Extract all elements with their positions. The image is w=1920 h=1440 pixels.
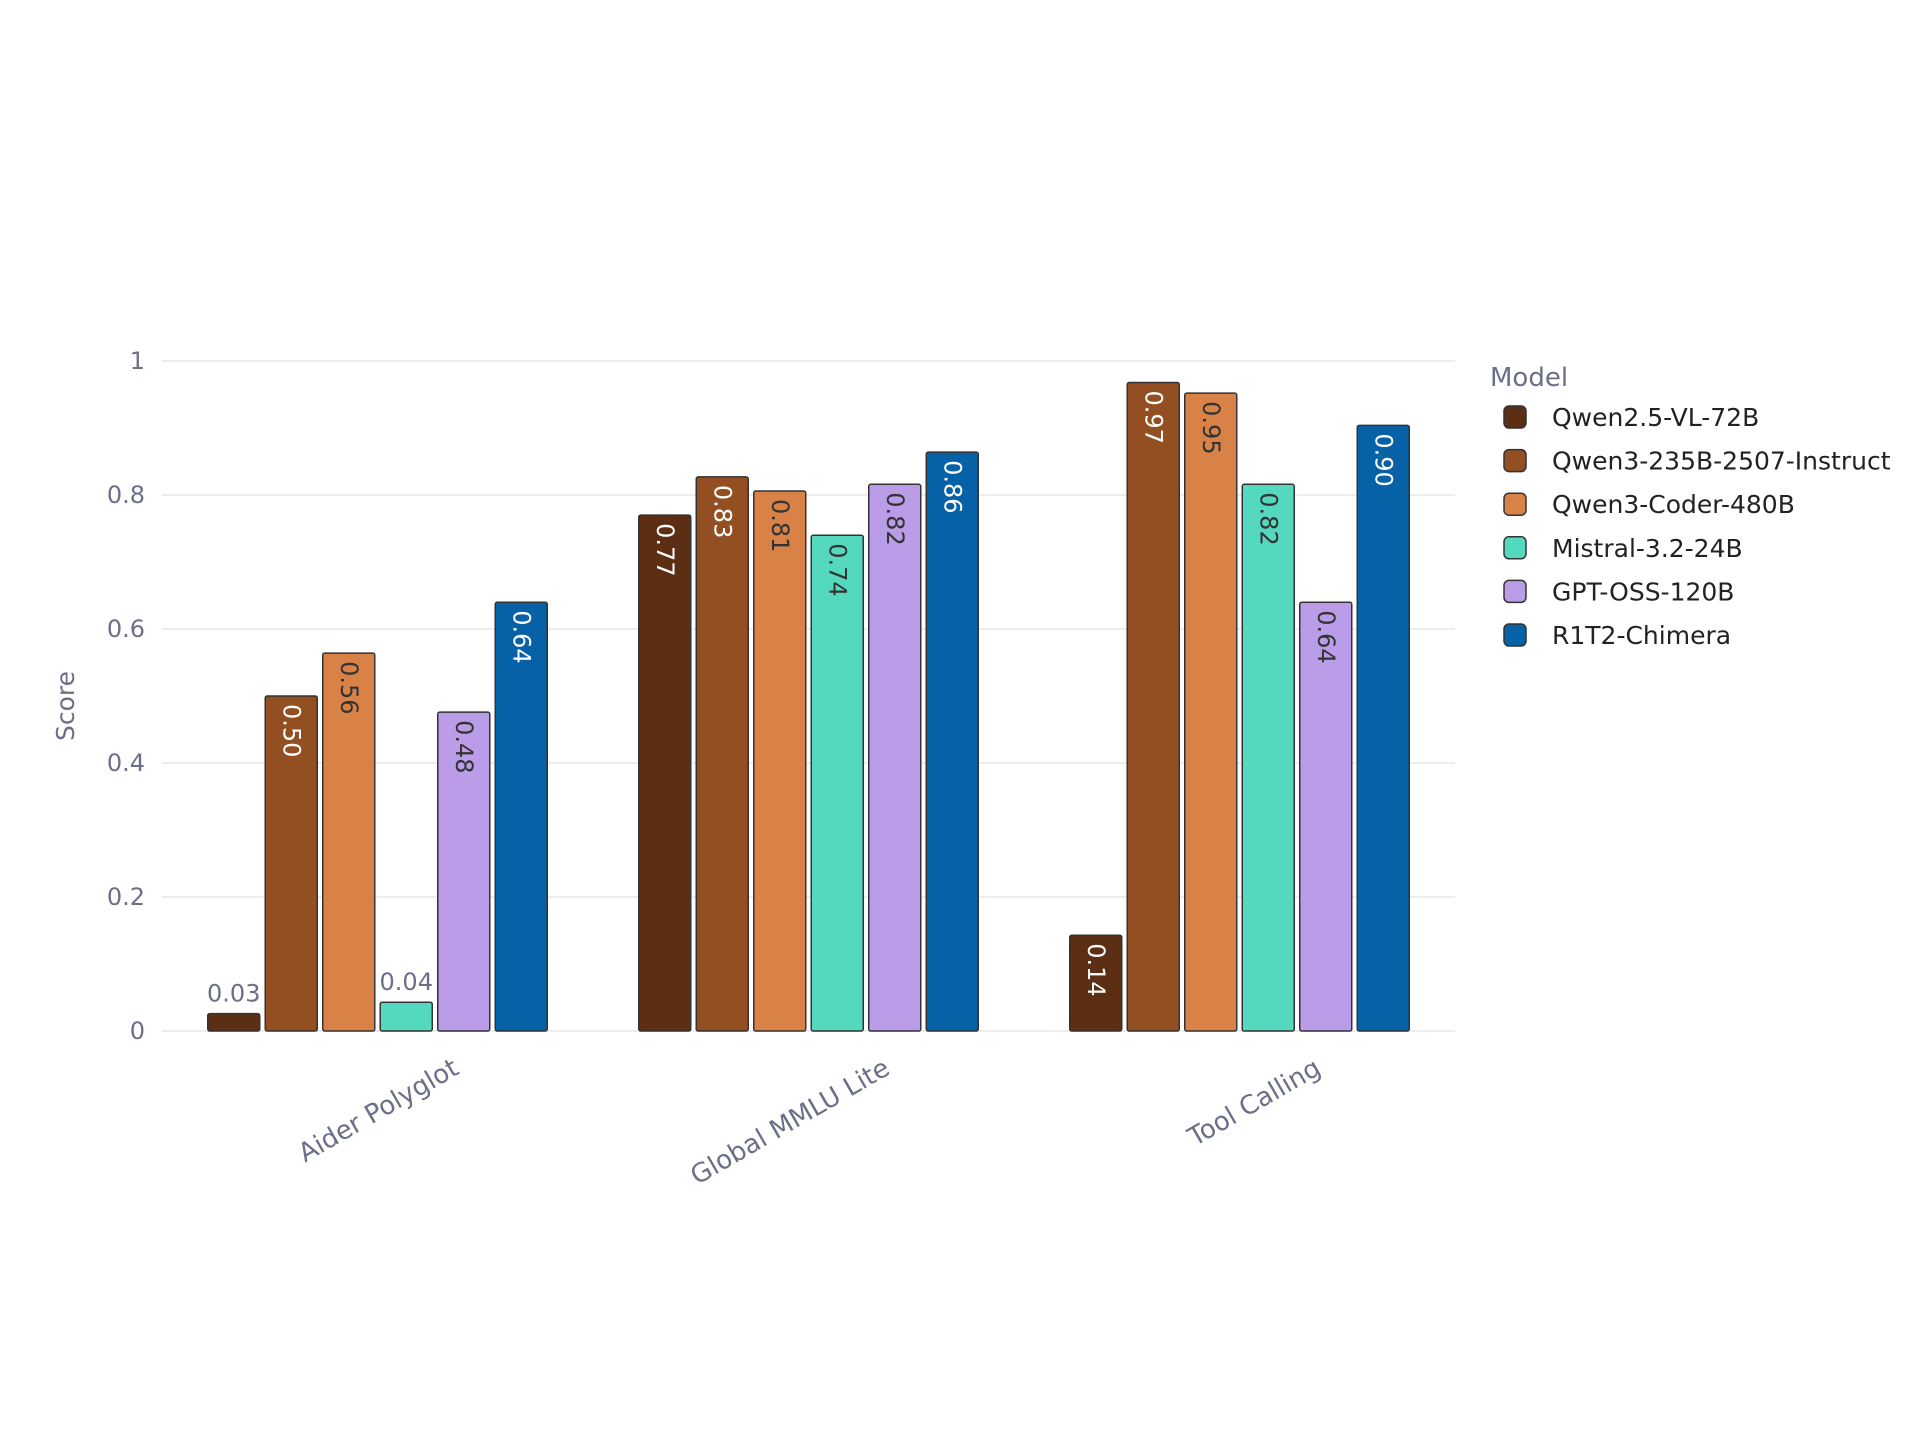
bar <box>494 601 548 1032</box>
bar <box>379 1001 433 1032</box>
bar <box>207 1012 261 1032</box>
bar <box>1241 483 1295 1032</box>
data-label: 0.50 <box>277 704 305 757</box>
data-label: 0.81 <box>766 499 794 552</box>
data-label: 0.74 <box>823 543 851 596</box>
bar <box>925 451 979 1032</box>
y-axis-title: Score <box>51 671 80 741</box>
data-label: 0.97 <box>1139 390 1167 443</box>
legend-item-label: GPT-OSS-120B <box>1552 577 1734 606</box>
legend-item-label: Mistral-3.2-24B <box>1552 534 1743 563</box>
legend-item-label: Qwen3-235B-2507-Instruct <box>1552 447 1891 476</box>
bar <box>810 534 864 1032</box>
legend-swatch <box>1503 448 1527 473</box>
data-label: 0.48 <box>450 720 478 773</box>
y-tick-label: 0.8 <box>107 481 145 509</box>
bar <box>322 652 376 1032</box>
y-tick-label: 0.6 <box>107 615 145 643</box>
data-label: 0.77 <box>651 523 679 576</box>
bar <box>868 483 922 1032</box>
bar <box>264 695 318 1032</box>
legend-swatch <box>1503 492 1527 516</box>
legend-item-label: R1T2-Chimera <box>1552 621 1731 650</box>
legend-swatch <box>1503 579 1527 604</box>
data-label: 0.90 <box>1369 433 1397 486</box>
data-label: 0.14 <box>1082 943 1110 996</box>
x-tick-label: Tool Calling <box>1182 1053 1326 1153</box>
x-tick-label: Global MMLU Lite <box>686 1053 895 1191</box>
data-label: 0.03 <box>207 980 260 1008</box>
data-label: 0.95 <box>1197 401 1225 454</box>
x-tick-label: Aider Polyglot <box>293 1053 464 1169</box>
legend-swatch <box>1503 536 1527 560</box>
bar <box>695 476 749 1032</box>
data-label: 0.86 <box>938 460 966 513</box>
bar <box>1069 934 1123 1032</box>
bar <box>1299 601 1353 1032</box>
legend-swatch <box>1503 405 1527 429</box>
legend-swatch <box>1503 623 1527 647</box>
data-label: 0.82 <box>1254 492 1282 545</box>
bar <box>437 711 491 1032</box>
data-label: 0.64 <box>1312 610 1340 663</box>
data-label: 0.64 <box>507 610 535 663</box>
bar <box>753 490 807 1032</box>
data-label: 0.82 <box>881 492 909 545</box>
y-tick-label: 1 <box>130 347 145 375</box>
legend-item-label: Qwen2.5-VL-72B <box>1552 403 1759 432</box>
data-label: 0.83 <box>708 485 736 538</box>
y-tick-label: 0 <box>130 1017 145 1045</box>
bar <box>638 514 692 1032</box>
legend-title: Model <box>1490 363 1568 393</box>
legend-item-label: Qwen3-Coder-480B <box>1552 490 1795 519</box>
bar <box>1184 392 1238 1032</box>
bar <box>1126 381 1180 1032</box>
data-label: 0.04 <box>380 968 433 996</box>
data-label: 0.56 <box>335 661 363 714</box>
bar <box>1356 424 1410 1032</box>
y-tick-label: 0.4 <box>107 749 145 777</box>
y-tick-label: 0.2 <box>107 883 145 911</box>
